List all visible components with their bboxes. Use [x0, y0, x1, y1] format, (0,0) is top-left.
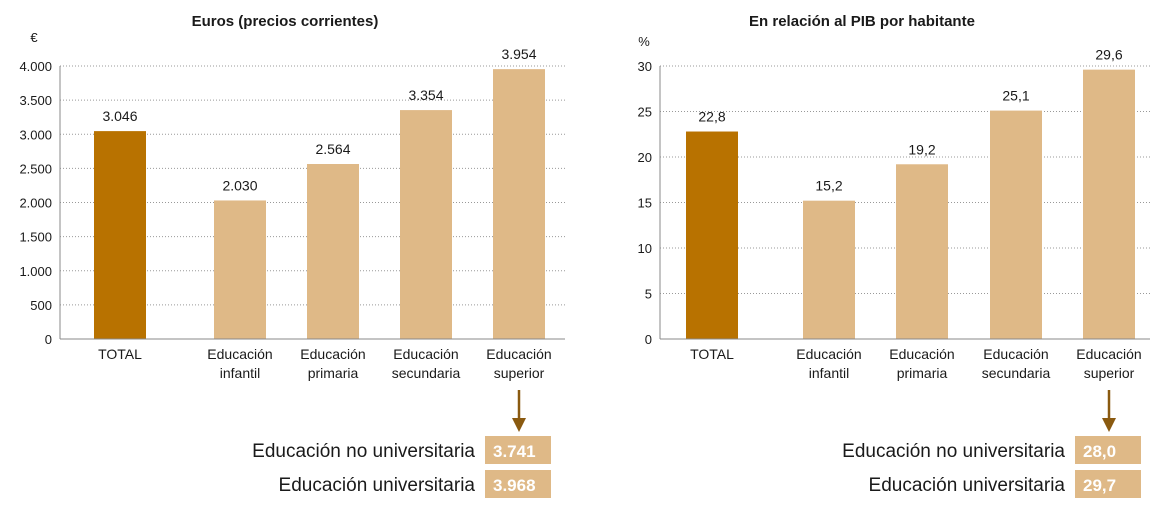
value-label: 2.564 — [315, 141, 350, 157]
y-tick-label: 0 — [45, 332, 52, 347]
breakdown-value: 29,7 — [1083, 476, 1116, 495]
bar — [896, 164, 948, 339]
y-tick-label: 5 — [645, 287, 652, 302]
arrow-head — [512, 418, 526, 432]
value-label: 3.046 — [102, 108, 137, 124]
y-tick-label: 0 — [645, 332, 652, 347]
y-tick-label: 20 — [638, 150, 652, 165]
arrow-head — [1102, 418, 1116, 432]
x-tick-line: Educación — [889, 346, 954, 362]
value-label: 15,2 — [815, 178, 842, 194]
value-label: 3.954 — [501, 46, 536, 62]
y-tick-label: 1.000 — [19, 264, 52, 279]
x-tick-line: Educación — [983, 346, 1048, 362]
y-tick-label: 500 — [30, 298, 52, 313]
x-tick-line: Educación — [796, 346, 861, 362]
bar — [307, 164, 359, 339]
breakdown-name: Educación no universitaria — [842, 441, 1065, 462]
x-tick-line: superior — [494, 365, 545, 381]
breakdown-name: Educación no universitaria — [252, 441, 475, 462]
x-tick-label: Educación primaria — [889, 346, 954, 381]
y-tick-label: 3.500 — [19, 93, 52, 108]
x-tick-line: primaria — [897, 365, 948, 381]
y-axis-unit: % — [638, 34, 650, 49]
bar — [990, 110, 1042, 339]
x-tick-label: TOTAL — [98, 346, 142, 362]
breakdown-value: 28,0 — [1083, 442, 1116, 461]
x-tick-label: Educación infantil — [207, 346, 272, 381]
y-tick-label: 15 — [638, 196, 652, 211]
value-label: 25,1 — [1002, 88, 1029, 104]
breakdown-name: Educación universitaria — [869, 475, 1066, 496]
x-tick-label: Educación superior — [1076, 346, 1141, 381]
breakdown-box — [485, 436, 551, 464]
bar — [803, 200, 855, 339]
y-tick-label: 2.000 — [19, 196, 52, 211]
y-tick-label: 25 — [638, 105, 652, 120]
x-tick-line: Educación — [393, 346, 458, 362]
y-tick-label: 30 — [638, 59, 652, 74]
breakdown-box — [485, 470, 551, 498]
x-tick-line: primaria — [308, 365, 359, 381]
x-tick-line: secundaria — [982, 365, 1051, 381]
bar — [94, 131, 146, 339]
x-tick-line: Educación — [1076, 346, 1141, 362]
bar — [214, 200, 266, 339]
y-axis-unit: € — [30, 30, 38, 45]
bar — [493, 69, 545, 340]
chart-title: En relación al PIB por habitante — [749, 13, 975, 30]
x-tick-label: Educación secundaria — [392, 346, 461, 381]
x-tick-label: TOTAL — [690, 346, 734, 362]
x-tick-label: Educación primaria — [300, 346, 365, 381]
bar — [686, 131, 738, 339]
x-tick-line: superior — [1084, 365, 1135, 381]
x-tick-line: infantil — [220, 365, 260, 381]
breakdown-box — [1075, 436, 1141, 464]
x-tick-line: Educación — [207, 346, 272, 362]
x-tick-line: Educación — [300, 346, 365, 362]
y-tick-label: 4.000 — [19, 59, 52, 74]
chart-title: Euros (precios corrientes) — [192, 13, 379, 30]
breakdown-value: 3.968 — [493, 476, 536, 495]
x-tick-label: Educación secundaria — [982, 346, 1051, 381]
bar — [1083, 69, 1135, 339]
y-tick-label: 10 — [638, 241, 652, 256]
value-label: 19,2 — [908, 141, 935, 157]
x-tick-line: Educación — [486, 346, 551, 362]
value-label: 3.354 — [408, 87, 443, 103]
x-tick-line: secundaria — [392, 365, 461, 381]
x-tick-line: infantil — [809, 365, 849, 381]
x-tick-label: Educación infantil — [796, 346, 861, 381]
breakdown-box — [1075, 470, 1141, 498]
y-tick-label: 1.500 — [19, 230, 52, 245]
breakdown-name: Educación universitaria — [279, 475, 476, 496]
y-tick-label: 3.000 — [19, 127, 52, 142]
value-label: 2.030 — [222, 177, 257, 193]
y-tick-label: 2.500 — [19, 161, 52, 176]
bar — [400, 110, 452, 339]
value-label: 29,6 — [1095, 47, 1122, 63]
x-tick-label: Educación superior — [486, 346, 551, 381]
value-label: 22,8 — [698, 109, 725, 125]
breakdown-value: 3.741 — [493, 442, 536, 461]
